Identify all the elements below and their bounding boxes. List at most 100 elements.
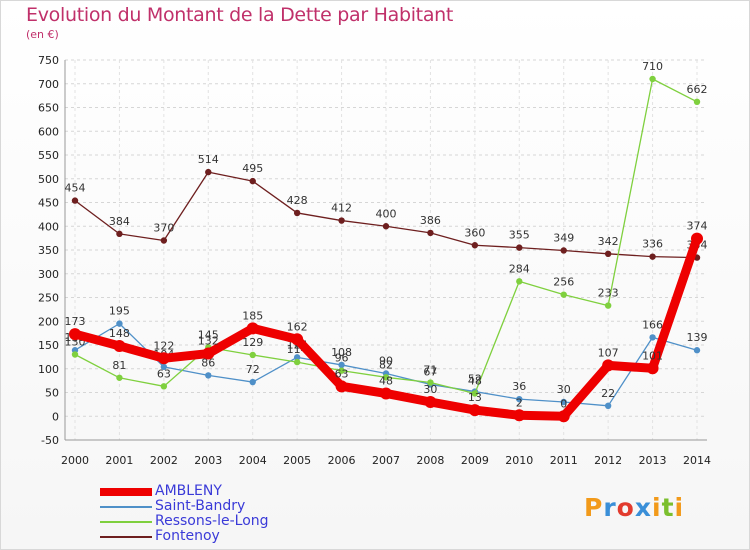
data-label: 2 bbox=[516, 396, 523, 409]
data-label: 454 bbox=[65, 182, 86, 195]
data-label: 349 bbox=[553, 231, 574, 244]
data-point bbox=[557, 410, 570, 423]
legend-swatch bbox=[100, 488, 152, 496]
y-tick-label: 200 bbox=[38, 315, 59, 328]
data-point bbox=[380, 387, 392, 400]
logo-letter: t bbox=[661, 493, 675, 522]
data-point bbox=[516, 395, 523, 403]
data-point bbox=[691, 232, 703, 245]
data-point bbox=[649, 75, 656, 83]
legend-swatch bbox=[100, 521, 152, 523]
data-point bbox=[646, 362, 659, 375]
data-point bbox=[293, 358, 301, 366]
data-point bbox=[249, 378, 256, 386]
data-label: 101 bbox=[642, 349, 663, 362]
data-point bbox=[160, 383, 168, 390]
y-tick-label: 300 bbox=[38, 268, 59, 281]
data-label: 13 bbox=[468, 391, 482, 404]
data-label: 67 bbox=[423, 365, 437, 378]
data-label: 256 bbox=[553, 276, 574, 289]
data-label: 384 bbox=[109, 215, 130, 228]
data-point bbox=[471, 390, 479, 397]
data-point bbox=[471, 242, 479, 249]
data-point bbox=[560, 291, 567, 298]
data-label: 0 bbox=[560, 397, 567, 410]
y-tick-label: 500 bbox=[38, 173, 59, 186]
data-label: 195 bbox=[109, 305, 130, 318]
data-label: 336 bbox=[642, 238, 663, 251]
data-label: 386 bbox=[420, 214, 441, 227]
data-label: 342 bbox=[598, 235, 619, 248]
data-label: 162 bbox=[287, 320, 308, 333]
data-point bbox=[560, 247, 567, 254]
data-label: 36 bbox=[512, 380, 526, 393]
proxiti-logo: Proxiti bbox=[584, 493, 684, 522]
data-point bbox=[293, 354, 301, 361]
chart-title: Evolution du Montant de la Dette par Hab… bbox=[26, 4, 454, 26]
data-label: 145 bbox=[198, 328, 219, 341]
data-point bbox=[157, 352, 170, 365]
data-point bbox=[602, 359, 615, 372]
y-tick-label: 400 bbox=[38, 220, 59, 233]
data-label: 86 bbox=[201, 356, 215, 369]
y-tick-label: 250 bbox=[38, 292, 59, 305]
x-tick-label: 2007 bbox=[372, 454, 400, 467]
data-label: 355 bbox=[509, 229, 530, 242]
data-point bbox=[649, 253, 656, 260]
data-label: 122 bbox=[153, 339, 174, 352]
data-point bbox=[604, 302, 612, 309]
data-point bbox=[116, 374, 123, 381]
y-tick-label: 750 bbox=[38, 54, 59, 67]
data-point bbox=[604, 250, 612, 257]
data-label: 108 bbox=[331, 346, 352, 359]
data-label: 166 bbox=[642, 318, 663, 331]
data-label: 82 bbox=[379, 358, 393, 371]
y-tick-label: 450 bbox=[38, 197, 59, 210]
data-point bbox=[338, 217, 345, 224]
y-tick-label: 350 bbox=[38, 244, 59, 257]
legend-label: Saint-Bandry bbox=[155, 498, 246, 514]
data-point bbox=[649, 334, 656, 341]
x-tick-label: 2008 bbox=[416, 454, 444, 467]
legend-label: Ressons-le-Long bbox=[155, 513, 269, 529]
data-point bbox=[71, 351, 79, 358]
data-point bbox=[338, 361, 345, 369]
data-label: 96 bbox=[335, 352, 349, 365]
data-label: 107 bbox=[598, 346, 619, 359]
data-point bbox=[249, 177, 256, 185]
data-label: 63 bbox=[335, 367, 349, 380]
x-tick-label: 2010 bbox=[505, 454, 533, 467]
x-tick-label: 2004 bbox=[239, 454, 267, 467]
x-tick-label: 2014 bbox=[683, 454, 711, 467]
data-label: 370 bbox=[153, 222, 174, 235]
x-tick-label: 2009 bbox=[461, 454, 489, 467]
logo-letter: o bbox=[616, 493, 635, 522]
data-label: 233 bbox=[598, 287, 619, 300]
data-label: 662 bbox=[687, 83, 708, 96]
data-point bbox=[513, 409, 526, 422]
data-point bbox=[427, 229, 434, 237]
data-point bbox=[205, 168, 212, 176]
x-tick-label: 2003 bbox=[194, 454, 222, 467]
data-point bbox=[116, 230, 123, 238]
data-label: 428 bbox=[287, 194, 308, 207]
data-label: 139 bbox=[687, 331, 708, 344]
legend-swatch bbox=[100, 506, 152, 508]
data-point bbox=[293, 209, 301, 217]
data-point bbox=[246, 322, 259, 335]
y-tick-label: 600 bbox=[38, 125, 59, 138]
data-point bbox=[338, 367, 345, 374]
logo-letter: i bbox=[652, 493, 662, 522]
data-label: 412 bbox=[331, 202, 352, 215]
data-point bbox=[516, 244, 523, 251]
y-tick-label: -50 bbox=[41, 434, 59, 447]
data-point bbox=[560, 398, 567, 406]
data-point bbox=[468, 404, 481, 417]
data-point bbox=[113, 339, 126, 352]
data-point bbox=[249, 351, 256, 359]
data-point bbox=[202, 347, 215, 360]
data-label: 284 bbox=[509, 262, 530, 275]
